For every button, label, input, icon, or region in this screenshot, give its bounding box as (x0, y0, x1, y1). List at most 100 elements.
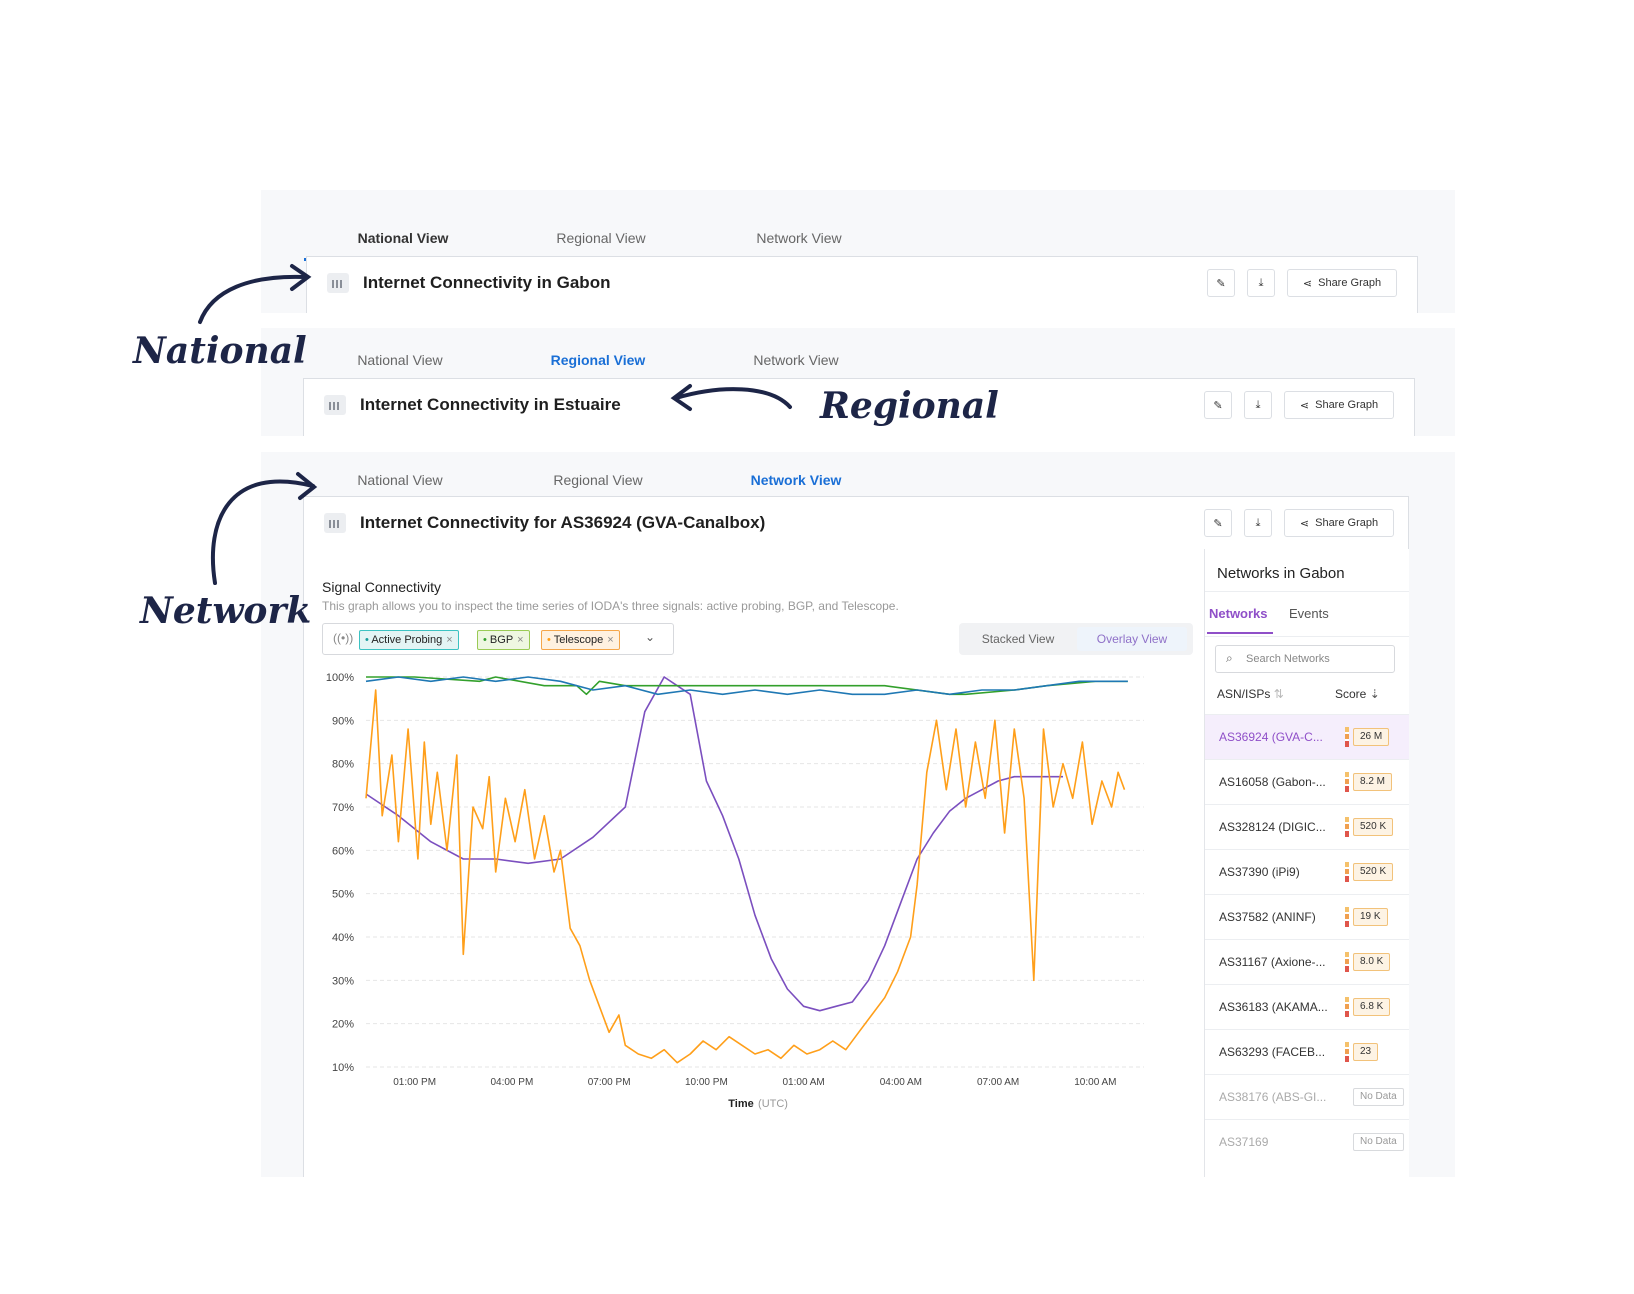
network-name: AS37169 (1219, 1135, 1269, 1149)
list-item[interactable]: AS38176 (ABS-GI... No Data (1205, 1074, 1409, 1119)
list-item[interactable]: AS63293 (FACEB... 23 (1205, 1029, 1409, 1074)
x-tick-label: 04:00 AM (880, 1077, 922, 1088)
score-badge: 23 (1353, 1043, 1379, 1061)
tab-regional-view[interactable]: Regional View (553, 472, 643, 488)
network-graph-card: Internet Connectivity for AS36924 (GVA-C… (303, 496, 1409, 1177)
score-bar-icon (1345, 1042, 1349, 1062)
stacked-view-button[interactable]: Stacked View (981, 632, 1055, 646)
page-title: Internet Connectivity in Gabon (363, 273, 611, 292)
page-title: Internet Connectivity in Estuaire (360, 395, 621, 414)
y-tick-label: 80% (332, 759, 354, 771)
tab-network-view[interactable]: Network View (753, 352, 839, 368)
annotation-regional: Regional (820, 385, 999, 427)
score-badge: No Data (1353, 1088, 1404, 1106)
chip-active-probing[interactable]: • Active Probing × (359, 630, 459, 650)
series-line-active-probing (365, 676, 1128, 696)
tab-events[interactable]: Events (1289, 606, 1329, 621)
national-graph-card: Internet Connectivity in Gabon ✎ ⤓ ⋖ Shar… (306, 256, 1418, 313)
list-item[interactable]: AS36924 (GVA-C... 26 M (1205, 714, 1409, 759)
pencil-icon: ✎ (1213, 517, 1223, 530)
regional-graph-card: Internet Connectivity in Estuaire ✎ ⤓ ⋖ S… (303, 378, 1415, 436)
share-graph-button[interactable]: ⋖ Share Graph (1287, 269, 1397, 297)
national-view-panel: National View Regional View Network View… (261, 190, 1455, 313)
tab-national-view[interactable]: National View (357, 472, 443, 488)
network-name: AS36183 (AKAMA... (1219, 1000, 1328, 1014)
download-button[interactable]: ⤓ (1244, 391, 1272, 419)
score-bar-icon (1345, 997, 1349, 1017)
x-tick-label: 01:00 PM (393, 1077, 436, 1088)
view-toggle: Stacked View Overlay View (959, 623, 1193, 655)
download-button[interactable]: ⤓ (1247, 269, 1275, 297)
score-badge: 6.8 K (1353, 998, 1391, 1016)
x-axis-label: Time (728, 1098, 753, 1110)
chip-telescope[interactable]: • Telescope × (541, 630, 620, 650)
card-header (304, 497, 1408, 549)
remove-icon[interactable]: × (607, 634, 614, 646)
overlay-view-button[interactable]: Overlay View (1077, 627, 1187, 651)
list-item[interactable]: AS328124 (DIGIC... 520 K (1205, 804, 1409, 849)
networks-sidebar: Networks in Gabon Networks Events ⌕ Sear… (1204, 549, 1409, 1177)
signal-section: Signal Connectivity This graph allows yo… (304, 549, 1204, 1177)
share-graph-button[interactable]: ⋖ Share Graph (1284, 509, 1394, 537)
y-tick-label: 10% (332, 1062, 354, 1074)
score-bar-icon (1345, 817, 1349, 837)
remove-icon[interactable]: × (446, 634, 453, 646)
network-view-panel: National View Regional View Network View… (261, 452, 1455, 1177)
column-asn[interactable]: ASN/ISPs ⇅ (1217, 687, 1284, 701)
annotation-network: Network (140, 590, 312, 632)
regional-view-panel: National View Regional View Network View… (261, 328, 1455, 436)
chart-icon (327, 273, 349, 293)
score-bar-icon (1345, 772, 1349, 792)
download-icon: ⤓ (1255, 398, 1261, 411)
chip-bgp[interactable]: • BGP × (477, 630, 530, 650)
edit-button[interactable]: ✎ (1207, 269, 1235, 297)
y-tick-label: 50% (332, 889, 354, 901)
remove-icon[interactable]: × (517, 634, 524, 646)
list-item[interactable]: AS31167 (Axione-... 8.0 K (1205, 939, 1409, 984)
score-badge: 520 K (1353, 863, 1394, 881)
edit-button[interactable]: ✎ (1204, 509, 1232, 537)
annotation-national: National (133, 330, 307, 372)
download-button[interactable]: ⤓ (1244, 509, 1272, 537)
list-item[interactable]: AS37582 (ANINF) 19 K (1205, 894, 1409, 939)
y-tick-label: 100% (326, 672, 354, 684)
network-name: AS38176 (ABS-GI... (1219, 1090, 1327, 1104)
score-bar-icon (1345, 862, 1349, 882)
score-badge: No Data (1353, 1133, 1404, 1151)
x-tick-label: 07:00 PM (588, 1077, 631, 1088)
chevron-down-icon[interactable]: ⌄ (645, 630, 656, 644)
list-item[interactable]: AS36183 (AKAMA... 6.8 K (1205, 984, 1409, 1029)
list-item[interactable]: AS37390 (iPi9) 520 K (1205, 849, 1409, 894)
download-icon: ⤓ (1255, 516, 1261, 529)
score-bar-icon (1345, 907, 1349, 927)
column-score[interactable]: Score ⇣ (1335, 687, 1380, 701)
tab-regional-view[interactable]: Regional View (556, 230, 646, 246)
pencil-icon: ✎ (1213, 399, 1223, 412)
page-title: Internet Connectivity for AS36924 (GVA-C… (360, 513, 766, 532)
signal-title: Signal Connectivity (322, 579, 442, 595)
network-name: AS37390 (iPi9) (1219, 865, 1300, 879)
x-tick-label: 10:00 AM (1074, 1077, 1116, 1088)
network-name: AS37582 (ANINF) (1219, 910, 1316, 924)
chart-icon (324, 513, 346, 533)
signal-icon: ((•)) (333, 631, 354, 645)
edit-button[interactable]: ✎ (1204, 391, 1232, 419)
score-badge: 26 M (1353, 728, 1390, 746)
list-item[interactable]: AS16058 (Gabon-... 8.2 M (1205, 759, 1409, 804)
x-tick-label: 10:00 PM (685, 1077, 728, 1088)
share-graph-button[interactable]: ⋖ Share Graph (1284, 391, 1394, 419)
tab-network-view[interactable]: Network View (756, 230, 842, 246)
y-tick-label: 90% (332, 715, 354, 727)
tab-networks[interactable]: Networks (1209, 606, 1268, 621)
signal-filter[interactable]: ((•)) • Active Probing × • BGP × • Telesco… (322, 623, 674, 655)
network-name: AS36924 (GVA-C... (1219, 730, 1323, 744)
download-icon: ⤓ (1258, 276, 1264, 289)
tab-national-view[interactable]: National View (357, 352, 443, 368)
score-bar-icon (1345, 727, 1349, 747)
search-input[interactable]: ⌕ Search Networks (1215, 645, 1395, 673)
tab-underline (1207, 632, 1273, 634)
series-line-telescope-trend- (365, 676, 1063, 1012)
list-item[interactable]: AS37169 No Data (1205, 1119, 1409, 1164)
signal-chart: 100% 90% 80% 70% 60% 50% 40% 30% 20% 10% 01:00 PM 0… (326, 672, 1144, 1110)
y-tick-label: 30% (332, 975, 354, 987)
